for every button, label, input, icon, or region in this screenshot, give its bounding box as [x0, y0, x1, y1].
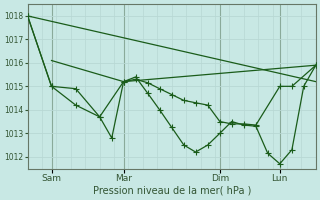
- X-axis label: Pression niveau de la mer( hPa ): Pression niveau de la mer( hPa ): [92, 186, 251, 196]
